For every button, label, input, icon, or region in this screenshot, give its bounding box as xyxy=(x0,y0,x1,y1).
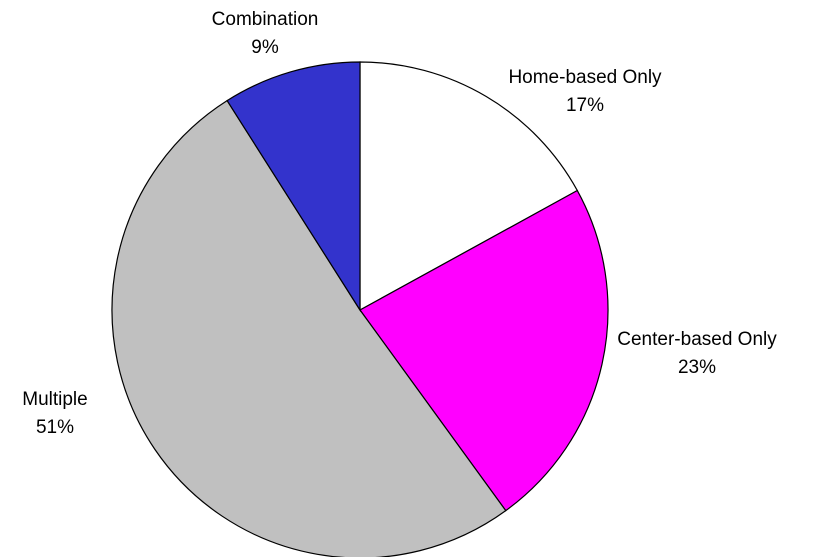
slice-label: Center-based Only xyxy=(617,329,777,350)
slice-label: Multiple xyxy=(22,389,87,410)
pie-slice xyxy=(226,61,361,313)
pie-slice xyxy=(111,99,507,557)
slice-value-label: 23% xyxy=(678,357,716,378)
slice-label: Combination xyxy=(212,9,319,30)
slice-value-label: 17% xyxy=(566,95,604,116)
slice-value-label: 9% xyxy=(251,37,279,58)
pie-slice xyxy=(359,61,579,312)
slice-value-label: 51% xyxy=(36,417,74,438)
pie-slice xyxy=(359,189,609,512)
slice-label: Home-based Only xyxy=(508,67,662,88)
